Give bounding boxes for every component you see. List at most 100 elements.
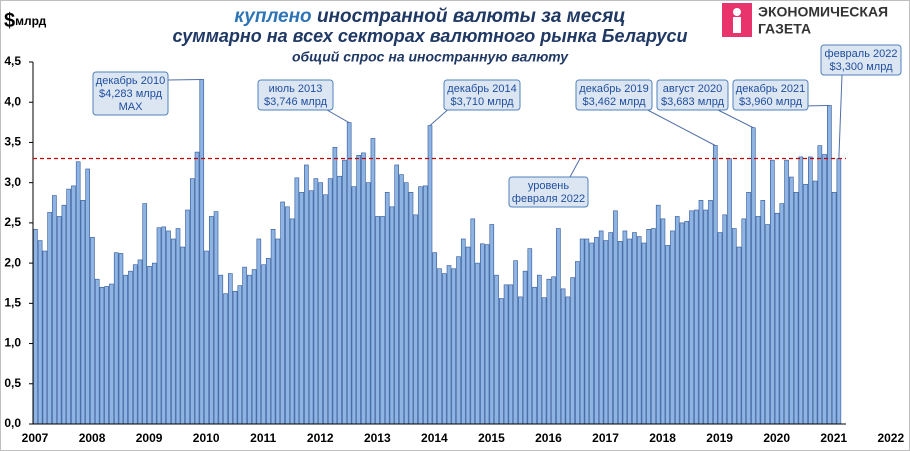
- annotation-text: $3,746 млрд: [264, 96, 328, 108]
- bar: [232, 290, 238, 425]
- bar: [679, 222, 685, 425]
- title-highlight: куплено: [234, 6, 311, 27]
- annotation-text: декабрь 2010: [96, 75, 165, 87]
- bar: [351, 186, 357, 425]
- bar: [403, 182, 409, 425]
- bar: [118, 253, 124, 425]
- bar: [546, 278, 552, 425]
- bar: [731, 228, 737, 425]
- bar: [194, 151, 200, 425]
- bar: [280, 201, 285, 425]
- y-axis-title: $млрд: [4, 10, 47, 32]
- bar: [827, 105, 832, 425]
- bar: [99, 286, 105, 425]
- bar: [213, 211, 219, 425]
- bar: [337, 175, 342, 425]
- bar: [698, 200, 704, 425]
- y-tick-label: 0,0: [4, 416, 21, 430]
- bar: [617, 241, 623, 425]
- y-unit-symbol: $: [4, 10, 15, 32]
- bar: [575, 261, 580, 425]
- annotation-text: июль 2013: [269, 83, 323, 95]
- chart-title: куплено иностранной валюты за месяц: [234, 6, 625, 27]
- bar: [689, 210, 694, 425]
- bar: [446, 265, 452, 425]
- bar: [603, 240, 609, 425]
- bar: [109, 283, 114, 425]
- bar: [622, 230, 628, 425]
- leader-line: [838, 74, 843, 159]
- x-tick-label: 2015: [478, 431, 505, 445]
- bar: [503, 284, 509, 425]
- bar: [812, 180, 818, 425]
- bar: [327, 178, 333, 425]
- bar: [294, 177, 300, 425]
- annotation-text: $3,300 млрд: [830, 61, 894, 73]
- x-tick-label: 2016: [535, 431, 562, 445]
- bar: [380, 216, 385, 425]
- bar: [636, 236, 642, 425]
- bar: [456, 256, 461, 425]
- bar: [532, 286, 537, 425]
- x-tick-label: 2013: [364, 431, 391, 445]
- bar: [384, 192, 390, 425]
- bar: [170, 238, 176, 425]
- annotation-text: $3,960 млрд: [739, 96, 803, 108]
- bar: [156, 227, 162, 425]
- bar: [518, 296, 523, 425]
- annotation-box: [656, 79, 729, 111]
- bar: [750, 127, 756, 425]
- bar: [251, 269, 257, 425]
- annotation-text: декабрь 2021: [736, 83, 805, 95]
- bar: [142, 203, 148, 425]
- bar: [589, 242, 594, 425]
- x-tick-label: 2018: [649, 431, 676, 445]
- logo-text: ГАЗЕТА: [758, 21, 811, 37]
- y-tick-label: 1,0: [4, 336, 21, 350]
- annotation-text: $3,462 млрд: [583, 96, 647, 108]
- bar: [608, 232, 613, 425]
- y-tick-label: 0,5: [4, 376, 21, 390]
- bar: [779, 203, 785, 425]
- bar: [132, 264, 138, 425]
- bar: [808, 156, 813, 425]
- bar: [641, 242, 647, 425]
- bar: [56, 216, 62, 425]
- bar: [770, 159, 775, 425]
- bar: [408, 192, 414, 425]
- bar: [47, 212, 52, 425]
- bar: [793, 192, 799, 425]
- bar: [308, 190, 314, 425]
- bar: [242, 266, 247, 425]
- y-tick-label: 1,5: [4, 296, 21, 310]
- chart-title-line2: суммарно на всех секторах валютного рынк…: [172, 26, 687, 46]
- annotation-text: MAX: [119, 101, 144, 113]
- bar: [508, 284, 514, 425]
- x-tick-label: 2010: [193, 431, 220, 445]
- bar: [42, 250, 48, 425]
- bar: [479, 243, 485, 425]
- bar: [94, 278, 100, 425]
- bar: [784, 159, 789, 425]
- bar: [223, 293, 228, 425]
- title-rest: иностранной валюты за месяц: [317, 6, 626, 27]
- bar: [613, 210, 618, 425]
- y-tick-label: 2,5: [4, 215, 21, 229]
- bar: [289, 218, 295, 425]
- bar: [684, 220, 690, 425]
- bar: [33, 229, 38, 425]
- annotation-box: [443, 79, 521, 111]
- bar: [513, 260, 518, 425]
- bar: [451, 268, 457, 425]
- bar: [71, 185, 76, 425]
- bar: [789, 176, 794, 425]
- bar: [836, 158, 842, 425]
- bar: [651, 228, 656, 425]
- annotation-box: [732, 79, 809, 111]
- bar: [85, 168, 90, 425]
- logo-text: ЭКОНОМИЧЕСКАЯ: [758, 4, 888, 20]
- y-tick-label: 3,0: [4, 175, 21, 189]
- bar: [185, 209, 190, 425]
- bar: [665, 245, 671, 425]
